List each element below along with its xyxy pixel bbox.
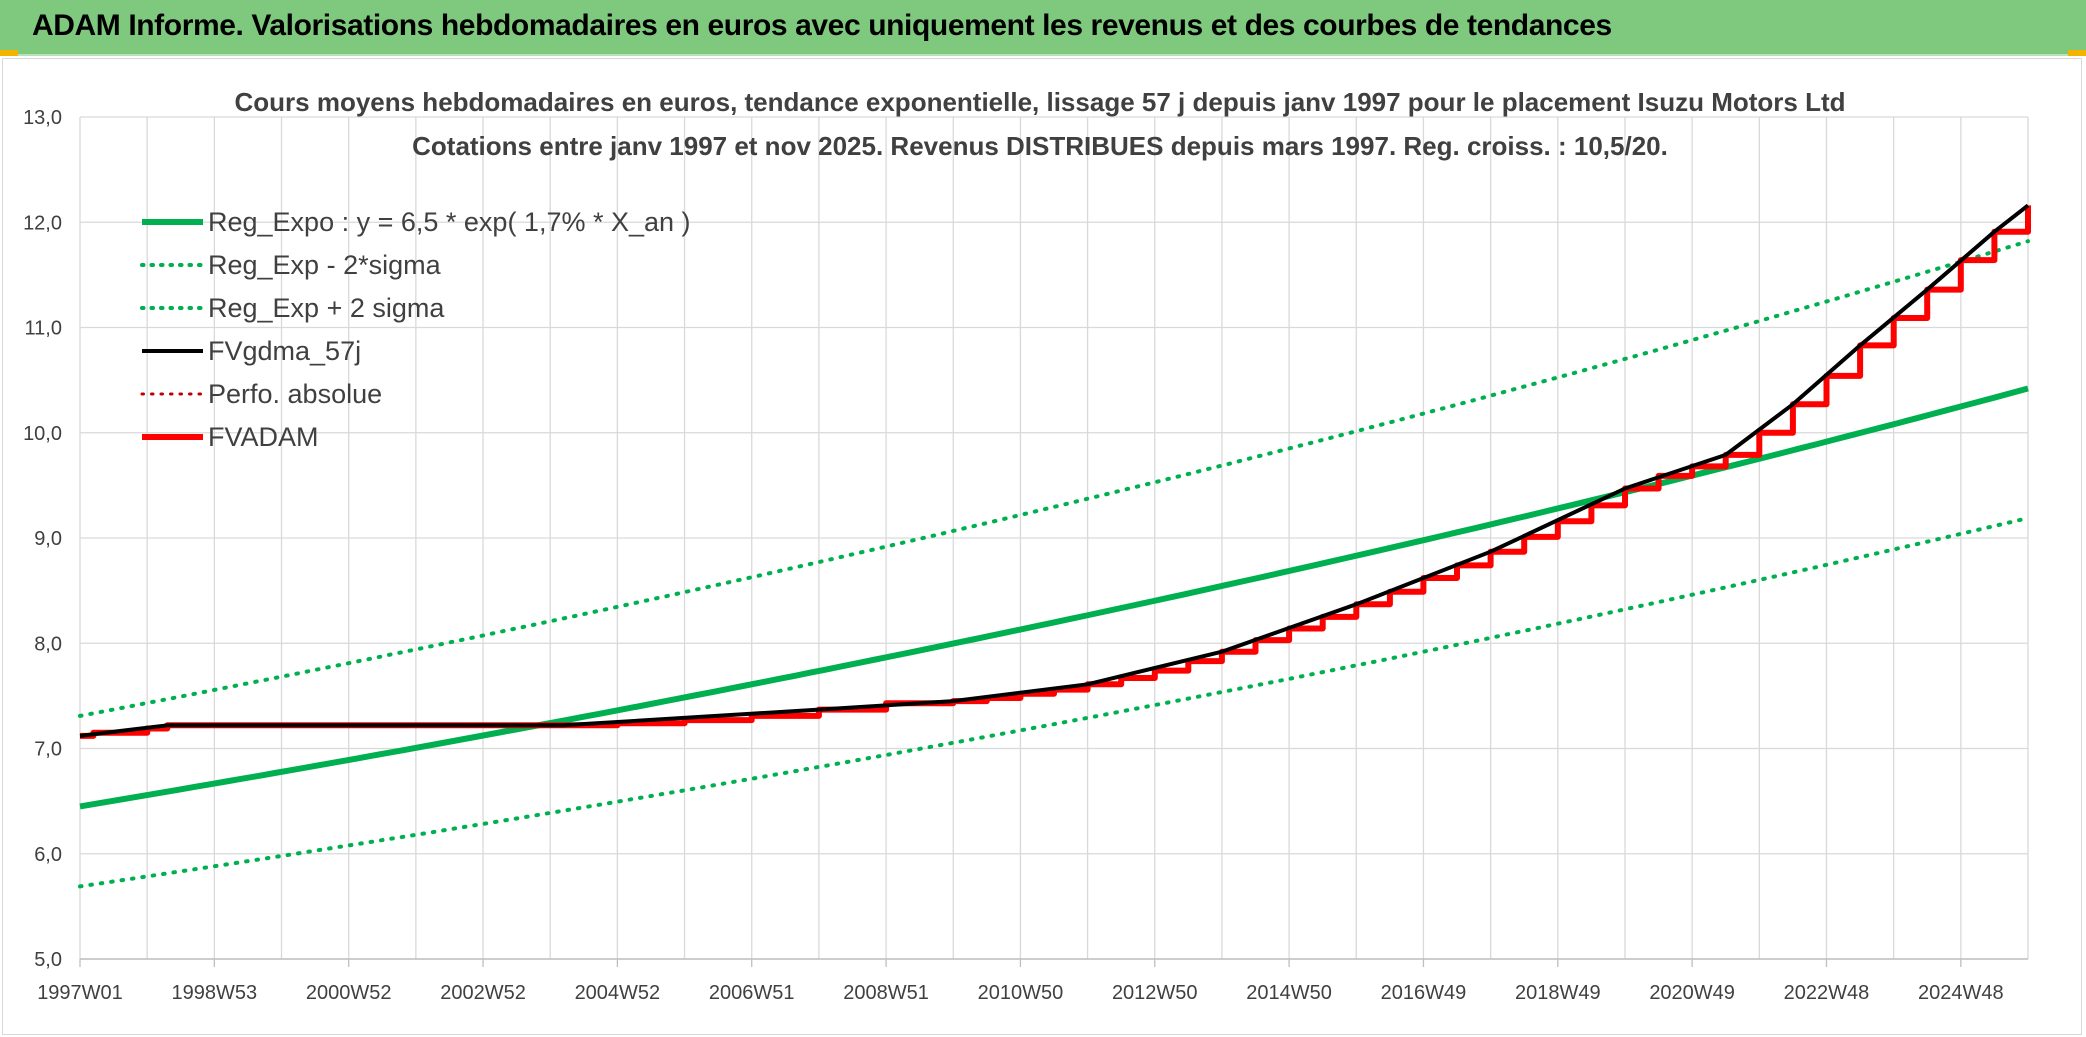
x-tick-label: 2018W49 bbox=[1515, 982, 1601, 1004]
y-tick-label: 11,0 bbox=[25, 318, 62, 340]
x-tick-label: 2016W49 bbox=[1381, 982, 1467, 1004]
y-tick-label: 8,0 bbox=[34, 633, 62, 655]
x-tick-label: 2020W49 bbox=[1649, 982, 1735, 1004]
x-tick-label: 2022W48 bbox=[1784, 982, 1870, 1004]
y-tick-label: 12,0 bbox=[23, 212, 62, 234]
x-tick-label: 2004W52 bbox=[575, 982, 661, 1004]
x-axis-ticks: 1997W01 1998W53 2000W52 2002W52 2004W52 2006W… bbox=[37, 959, 2004, 1004]
corner-mark-right bbox=[2068, 50, 2086, 56]
report-title: ADAM Informe. Valorisations hebdomadaire… bbox=[32, 9, 1612, 42]
report-banner: ADAM Informe. Valorisations hebdomadaire… bbox=[0, 0, 2086, 56]
legend-label: Reg_Expo : y = 6,5 * exp( 1,7% * X_an ) bbox=[208, 207, 691, 237]
series-line-reg-exp-plus bbox=[78, 239, 2030, 718]
chart-area bbox=[2, 58, 2082, 1035]
y-tick-label: 5,0 bbox=[34, 949, 62, 971]
series-line-fvgdma bbox=[79, 203, 2030, 738]
x-tick-label: 2006W51 bbox=[709, 982, 795, 1004]
x-tick-label: 2012W50 bbox=[1112, 982, 1198, 1004]
legend-label: Reg_Exp + 2 sigma bbox=[208, 293, 445, 323]
corner-mark-left bbox=[0, 50, 18, 56]
x-tick-label: 1997W01 bbox=[37, 982, 123, 1004]
x-tick-label: 2002W52 bbox=[440, 982, 526, 1004]
x-tick-label: 2010W50 bbox=[978, 982, 1064, 1004]
y-axis-ticks: 5,0 6,0 7,0 8,0 9,0 10,0 11,0 12,0 13,0 bbox=[23, 107, 62, 971]
legend-label: Perfo. absolue bbox=[208, 379, 382, 409]
grid bbox=[79, 116, 2029, 960]
x-tick-label: 2000W52 bbox=[306, 982, 392, 1004]
x-tick-label: 1998W53 bbox=[172, 982, 258, 1004]
series-line-fvadam bbox=[80, 205, 2031, 739]
y-tick-label: 13,0 bbox=[23, 107, 62, 129]
y-tick-label: 10,0 bbox=[23, 423, 62, 445]
chart-title-line1: Cours moyens hebdomadaires en euros, ten… bbox=[234, 87, 1845, 117]
series-line-reg-exp-minus bbox=[78, 516, 2030, 889]
y-tick-label: 6,0 bbox=[34, 844, 62, 866]
legend-label: FVADAM bbox=[208, 422, 319, 452]
x-tick-label: 2024W48 bbox=[1918, 982, 2004, 1004]
x-tick-label: 2008W51 bbox=[843, 982, 929, 1004]
legend-label: Reg_Exp - 2*sigma bbox=[208, 250, 442, 280]
y-tick-label: 9,0 bbox=[34, 528, 62, 550]
y-tick-label: 7,0 bbox=[34, 739, 62, 761]
x-tick-label: 2014W50 bbox=[1246, 982, 1332, 1004]
chart-title-line2: Cotations entre janv 1997 et nov 2025. R… bbox=[412, 131, 1668, 161]
legend-label: FVgdma_57j bbox=[208, 336, 361, 366]
legend: Reg_Expo : y = 6,5 * exp( 1,7% * X_an ) R… bbox=[140, 207, 691, 452]
series-line-reg-expo bbox=[79, 385, 2029, 810]
series-group bbox=[78, 203, 2031, 889]
